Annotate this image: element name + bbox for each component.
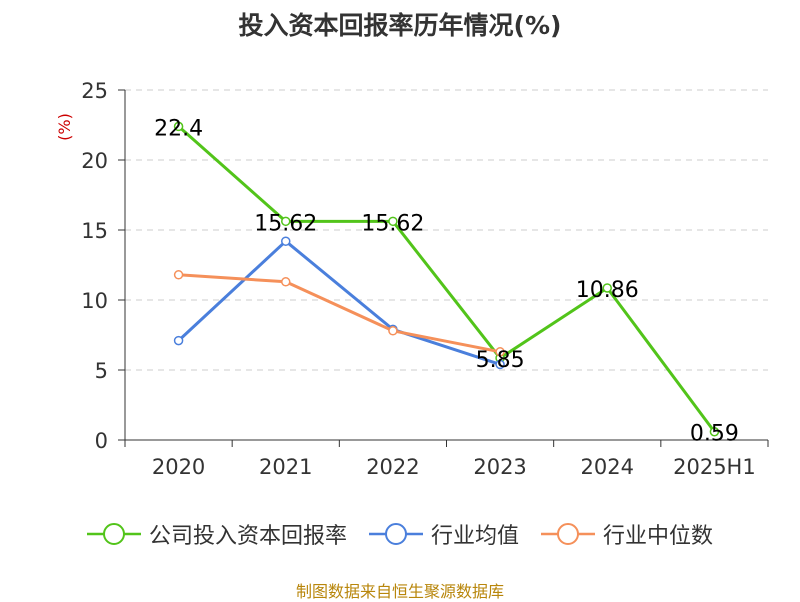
y-tick-label: 20 (81, 149, 108, 173)
x-tick-label: 2025H1 (673, 455, 756, 479)
data-point (173, 335, 184, 346)
data-point (388, 326, 398, 336)
data-point (495, 347, 505, 357)
x-tick-label: 2021 (259, 455, 312, 479)
y-tick-label: 10 (81, 289, 108, 313)
data-point (281, 236, 291, 246)
data-point (709, 426, 720, 437)
data-point (495, 359, 505, 370)
data-point (281, 216, 291, 227)
data-point (173, 121, 184, 132)
legend-swatch (368, 523, 423, 545)
chart-title: 投入资本回报率历年情况(%) (238, 11, 562, 40)
legend-marker (384, 523, 407, 545)
series-line (177, 239, 501, 366)
legend-label: 公司投入资本回报率 (148, 524, 347, 549)
data-point (281, 277, 291, 287)
legend-swatch (541, 523, 595, 545)
y-tick-label: 25 (81, 79, 108, 103)
chart-legend: 公司投入资本回报率 行业均值 行业中位数 (0, 518, 800, 550)
legend-label: 行业均值 (430, 524, 519, 549)
legend-item[interactable]: 公司投入资本回报率 (86, 518, 347, 550)
data-label: 10.86 (576, 278, 639, 303)
y-tick-label: 15 (81, 219, 108, 243)
data-point (388, 216, 398, 227)
legend-swatch (86, 523, 141, 545)
series-line (178, 273, 501, 354)
source-note: 制图数据来自恒生聚源数据库 (295, 582, 504, 601)
x-tick-label: 2022 (366, 455, 419, 479)
legend-item[interactable]: 行业均值 (368, 518, 519, 550)
legend-label: 行业中位数 (603, 524, 714, 549)
data-point (602, 283, 612, 293)
data-label: 0.59 (690, 422, 739, 447)
y-tick-label: 0 (95, 429, 108, 453)
data-label: 5.85 (476, 348, 525, 373)
data-label: 22.4 (154, 116, 203, 141)
legend-marker (557, 523, 579, 545)
x-tick-label: 2024 (581, 455, 634, 479)
y-axis-label: (%) (55, 113, 74, 141)
data-label: 15.62 (361, 211, 424, 236)
x-tick-label: 2023 (473, 455, 526, 479)
y-tick-label: 5 (95, 359, 108, 383)
legend-item[interactable]: 行业中位数 (541, 518, 713, 550)
x-tick-label: 2020 (152, 455, 205, 479)
data-label: 15.62 (254, 211, 317, 236)
series-line (177, 125, 716, 433)
data-point (173, 270, 184, 280)
legend-marker (102, 523, 125, 545)
